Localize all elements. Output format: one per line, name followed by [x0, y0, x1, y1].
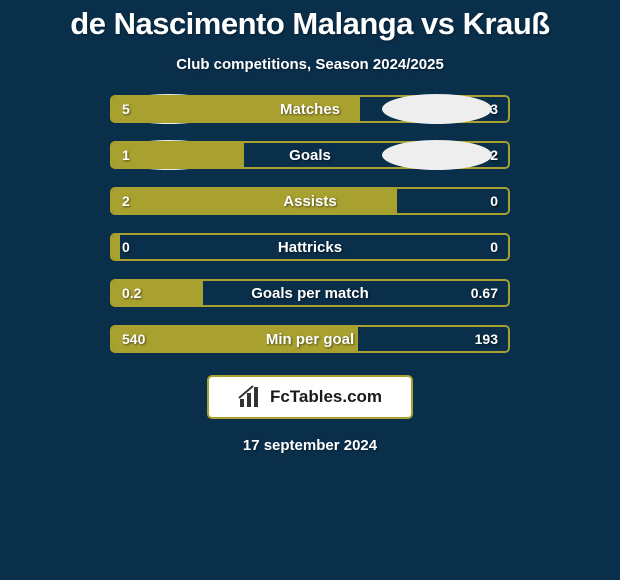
stat-row: 00Hattricks	[110, 233, 510, 261]
stat-bar-left-fill	[112, 143, 244, 167]
stat-bar-right-fill	[397, 189, 508, 213]
source-logo-text: FcTables.com	[270, 387, 382, 407]
stat-row: 12Goals	[110, 141, 510, 169]
stat-row: 0.20.67Goals per match	[110, 279, 510, 307]
page-title: de Nascimento Malanga vs Krauß	[70, 6, 549, 42]
footer-date: 17 september 2024	[243, 437, 377, 454]
stat-bar: 0.20.67Goals per match	[110, 279, 510, 307]
stat-bar-left-fill	[112, 281, 203, 305]
stat-bar-right-fill	[203, 281, 508, 305]
stat-row: 20Assists	[110, 187, 510, 215]
stat-row: 53Matches	[110, 95, 510, 123]
stat-bar-left-fill	[112, 97, 360, 121]
stat-bar: 00Hattricks	[110, 233, 510, 261]
page-subtitle: Club competitions, Season 2024/2025	[176, 56, 444, 73]
stat-bar: 540193Min per goal	[110, 325, 510, 353]
bar-chart-icon	[238, 385, 264, 409]
stat-bar-left-fill	[112, 235, 120, 259]
stat-bar: 20Assists	[110, 187, 510, 215]
stat-bar-right-fill	[358, 327, 508, 351]
stat-rows-container: 53Matches 12Goals 20Assists 00Hattricks 0.20…	[110, 95, 510, 371]
player-right-ellipse	[382, 94, 492, 124]
stat-bar-right-fill	[120, 235, 508, 259]
stat-bar-left-fill	[112, 327, 358, 351]
source-logo-box: FcTables.com	[207, 375, 413, 419]
comparison-infographic: de Nascimento Malanga vs Krauß Club comp…	[0, 0, 620, 580]
stat-row: 540193Min per goal	[110, 325, 510, 353]
player-right-ellipse	[382, 140, 492, 170]
stat-bar-left-fill	[112, 189, 397, 213]
